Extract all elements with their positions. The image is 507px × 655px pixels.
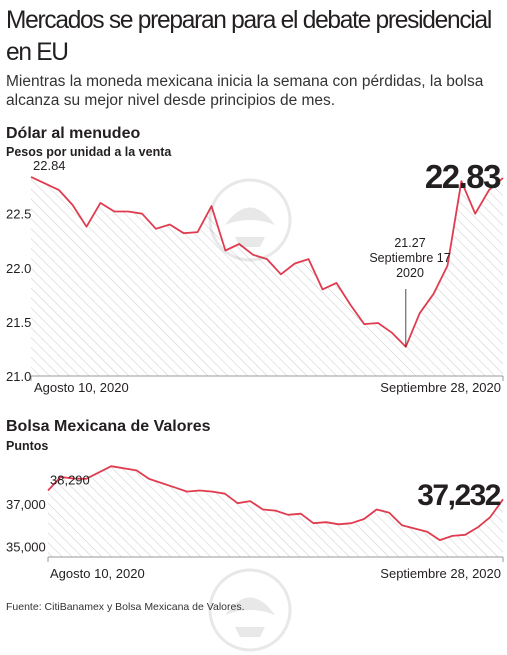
y-tick-label: 21.0 [6,369,31,384]
bmv-chart-title: Bolsa Mexicana de Valores [6,418,211,435]
eagle-watermark-icon [208,178,292,262]
y-tick-label: 22.0 [6,261,31,276]
y-tick-label: 37,000 [6,497,46,512]
area-fill [31,176,503,376]
y-tick-label: 22.5 [6,207,31,222]
x-label-end: Septiembre 28, 2020 [380,380,501,395]
y-tick-label: 21.5 [6,315,31,330]
source-note: Fuente: CitiBanamex y Bolsa Mexicana de … [6,601,245,613]
headline: Mercados se preparan para el debate pres… [6,6,492,66]
annotation-start-value: 38,290 [50,473,90,488]
dek: Mientras la moneda mexicana inicia la se… [6,73,484,109]
dollar-chart-subtitle: Pesos por unidad a la venta [6,145,172,159]
bmv-chart-subtitle: Puntos [6,439,49,453]
bmv-chart: 37,000 35,000 Agosto 10, 2020 Septiembre 28… [6,465,504,581]
series-line [30,176,504,348]
series-line [47,465,504,541]
annotation-end-value: 22.83 [425,158,501,195]
x-label-start: Agosto 10, 2020 [50,566,145,581]
annotation-start-value: 22.84 [33,158,66,173]
dollar-chart-title: Dólar al menudeo [6,125,141,142]
y-tick-label: 35,000 [6,539,46,554]
area-fill [48,466,503,557]
annotation-min-value: 21.27 Septiembre 17 2020 [369,236,450,280]
x-label-end: Septiembre 28, 2020 [380,566,501,581]
x-label-start: Agosto 10, 2020 [34,380,129,395]
annotation-end-value: 37,232 [417,479,501,512]
